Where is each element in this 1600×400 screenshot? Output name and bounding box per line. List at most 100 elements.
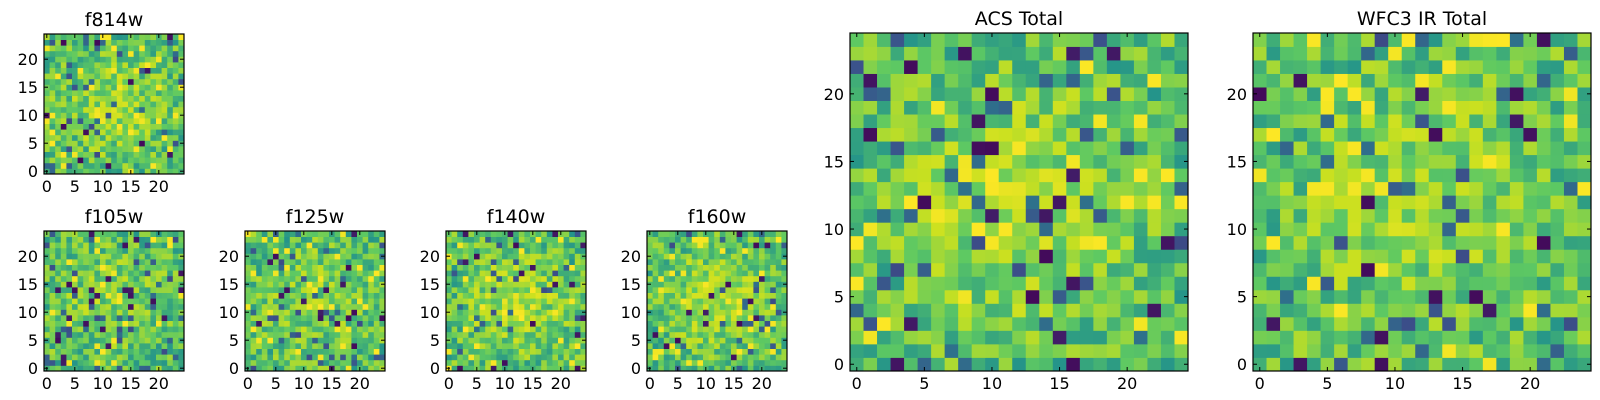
heatmap-cell — [703, 259, 709, 265]
heatmap-cell — [334, 287, 341, 293]
heatmap-cell — [94, 106, 101, 113]
heatmap-cell — [172, 242, 179, 249]
heatmap-cell — [569, 247, 576, 254]
heatmap-cell — [1428, 33, 1443, 47]
heatmap-cell — [1066, 343, 1081, 358]
heatmap-cell — [1174, 195, 1189, 210]
heatmap-cell — [256, 359, 263, 366]
heatmap-cell — [485, 343, 492, 349]
heatmap-cell — [708, 259, 715, 265]
heatmap-cell — [1120, 60, 1135, 74]
heatmap-cell — [725, 331, 732, 338]
heatmap-cell — [663, 242, 670, 249]
heatmap-cell — [558, 292, 564, 299]
heatmap-cell — [139, 39, 146, 46]
heatmap-cell — [917, 249, 932, 264]
heatmap-cell — [513, 259, 520, 265]
heatmap-cell — [1455, 208, 1470, 223]
heatmap-cell — [1388, 316, 1403, 331]
heatmap-cell — [100, 326, 106, 333]
heatmap-cell — [161, 129, 168, 136]
heatmap-cell — [1536, 181, 1551, 196]
heatmap-cell — [267, 281, 274, 288]
heatmap-cell — [552, 281, 559, 288]
heatmap-cell — [747, 365, 754, 372]
heatmap-cell — [985, 208, 1000, 223]
heatmap-cell — [518, 320, 525, 327]
heatmap-cell — [66, 275, 73, 282]
heatmap-cell — [530, 354, 536, 361]
heatmap-cell — [507, 315, 514, 321]
heatmap-cell — [719, 259, 726, 265]
heatmap-cell — [144, 39, 151, 46]
heatmap-cell — [323, 309, 330, 316]
heatmap-cell — [1307, 289, 1321, 304]
heatmap-cell — [742, 270, 749, 277]
heatmap-cell — [66, 62, 73, 68]
heatmap-cell — [904, 195, 918, 210]
heatmap-cell — [1509, 343, 1524, 358]
heatmap-cell — [323, 359, 330, 366]
heatmap-cell — [1052, 235, 1067, 250]
heatmap-cell — [317, 231, 324, 237]
heatmap-cell — [663, 270, 670, 277]
heatmap-cell — [340, 303, 347, 310]
heatmap-cell — [345, 292, 352, 299]
heatmap-cell — [697, 287, 704, 293]
heatmap-cell — [558, 354, 564, 361]
heatmap-cell — [658, 236, 665, 243]
heatmap-cell — [775, 365, 782, 372]
heatmap-cell — [60, 320, 67, 327]
heatmap-cell — [250, 275, 257, 282]
heatmap-cell — [958, 195, 973, 210]
heatmap-cell — [133, 34, 140, 40]
heatmap-cell — [546, 315, 553, 321]
heatmap-cell — [273, 309, 279, 316]
heatmap-cell — [172, 231, 179, 237]
heatmap-cell — [731, 259, 737, 265]
heatmap-cell — [329, 236, 335, 243]
heatmap-cell — [144, 247, 151, 254]
heatmap-cell — [312, 309, 319, 316]
heatmap-cell — [1320, 195, 1335, 210]
heatmap-cell — [1039, 127, 1054, 142]
heatmap-cell — [652, 365, 659, 372]
heatmap-cell — [1347, 330, 1362, 345]
heatmap-cell — [563, 253, 570, 260]
heatmap-cell — [49, 157, 56, 164]
heatmap-cell — [524, 348, 531, 355]
heatmap-cell — [156, 270, 162, 277]
heatmap-cell — [178, 101, 185, 108]
x-tick-label: 10 — [495, 374, 515, 393]
heatmap-cell — [351, 247, 358, 254]
heatmap-cell — [1093, 262, 1108, 277]
heatmap-cell — [256, 298, 263, 305]
heatmap-cell — [877, 343, 891, 358]
heatmap-cell — [518, 298, 525, 305]
heatmap-cell — [351, 354, 358, 361]
heatmap-cell — [1334, 303, 1349, 318]
heatmap-cell — [446, 236, 452, 243]
heatmap-cell — [686, 259, 693, 265]
heatmap-cell — [764, 292, 771, 299]
heatmap-cell — [66, 34, 73, 40]
heatmap-cell — [904, 357, 918, 372]
heatmap-cell — [513, 309, 520, 316]
heatmap-cell — [1106, 303, 1121, 318]
heatmap-cell — [94, 236, 101, 243]
heatmap-cell — [312, 236, 319, 243]
heatmap-cell — [267, 242, 274, 249]
heatmap-cell — [669, 281, 676, 288]
heatmap-cell — [680, 326, 687, 333]
heatmap-cell — [1442, 262, 1457, 277]
heatmap-cell — [1455, 262, 1470, 277]
heatmap-cell — [468, 298, 475, 305]
heatmap-cell — [100, 73, 106, 80]
heatmap-cell — [535, 298, 542, 305]
heatmap-cell — [167, 39, 174, 46]
heatmap-cell — [150, 275, 157, 282]
heatmap-cell — [1577, 181, 1592, 196]
heatmap-cell — [971, 114, 986, 129]
heatmap-cell — [172, 73, 179, 80]
